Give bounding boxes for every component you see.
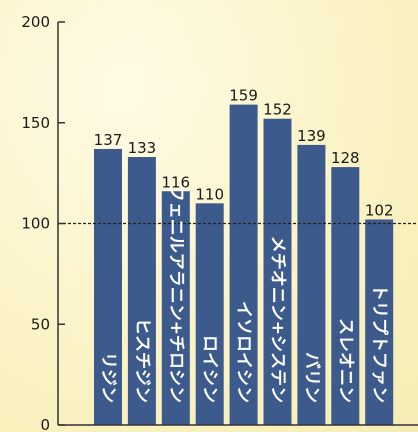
- y-tick-label-2: 100: [21, 215, 50, 233]
- bar-5: [263, 118, 292, 425]
- bar-7: [331, 167, 360, 425]
- bar-2: [161, 191, 190, 425]
- category-label-3: ロイシン: [200, 335, 220, 403]
- y-tick-label-3: 150: [21, 114, 50, 132]
- y-tick-label-4: 200: [21, 13, 50, 31]
- category-label-5: メチオニン+システン: [268, 236, 288, 403]
- category-label-8: トリプトファン: [369, 284, 390, 403]
- bar-0: [94, 148, 122, 425]
- data-label-1: 133: [128, 139, 157, 157]
- bar-1: [127, 157, 156, 425]
- category-label-1: ヒスチジン: [132, 318, 152, 403]
- category-label-7: スレオニン: [335, 318, 355, 403]
- data-label-0: 137: [94, 131, 123, 149]
- data-label-2: 116: [161, 173, 190, 191]
- data-label-8: 102: [365, 201, 394, 219]
- category-label-4: イソロイシン: [234, 301, 254, 403]
- bar-4: [229, 104, 258, 426]
- bar-3: [195, 203, 224, 425]
- y-tick-label-0: 0: [40, 416, 50, 432]
- category-label-2: フェニルアラニン+チロシン: [166, 185, 186, 403]
- data-label-4: 159: [229, 87, 258, 105]
- bar-6: [297, 144, 326, 426]
- data-label-3: 110: [195, 185, 224, 203]
- data-label-7: 128: [331, 149, 360, 167]
- category-label-6: バリン: [301, 352, 321, 403]
- bar-8: [365, 219, 394, 425]
- category-label-0: リジン: [98, 352, 118, 403]
- y-tick-label-1: 50: [31, 315, 50, 333]
- data-label-6: 139: [297, 127, 326, 145]
- data-label-5: 152: [263, 101, 292, 119]
